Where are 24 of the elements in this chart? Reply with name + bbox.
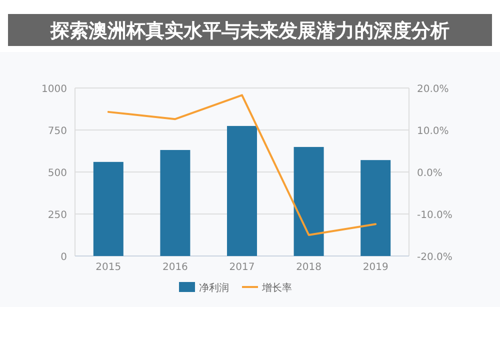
x-tick-label: 2017 <box>229 262 255 273</box>
y-tick-label: 0 <box>60 252 67 263</box>
bar <box>93 162 124 256</box>
y2-tick-label: 20.0% <box>417 84 449 95</box>
x-tick-label: 2019 <box>362 262 388 273</box>
y2-tick-label: 0.0% <box>417 168 442 179</box>
bar <box>160 150 190 256</box>
y-tick-label: 1000 <box>42 84 67 95</box>
legend-label: 净利润 <box>199 282 229 294</box>
y2-tick-label: -10.0% <box>417 210 452 221</box>
y2-tick-label: -20.0% <box>417 252 452 263</box>
x-tick-label: 2018 <box>296 262 322 273</box>
bar <box>360 160 391 256</box>
line-series <box>107 94 377 236</box>
y2-tick-label: 10.0% <box>417 126 449 137</box>
legend-label: 增长率 <box>261 282 292 294</box>
x-tick-label: 2016 <box>162 262 188 273</box>
bar <box>227 126 257 256</box>
bar <box>294 146 324 256</box>
y-tick-label: 750 <box>48 126 67 137</box>
y-tick-label: 500 <box>48 168 67 179</box>
chart-title: 探索澳洲杯真实水平与未来发展潜力的深度分析 <box>50 20 450 42</box>
y-tick-label: 250 <box>48 210 67 221</box>
x-tick-label: 2015 <box>96 262 122 273</box>
